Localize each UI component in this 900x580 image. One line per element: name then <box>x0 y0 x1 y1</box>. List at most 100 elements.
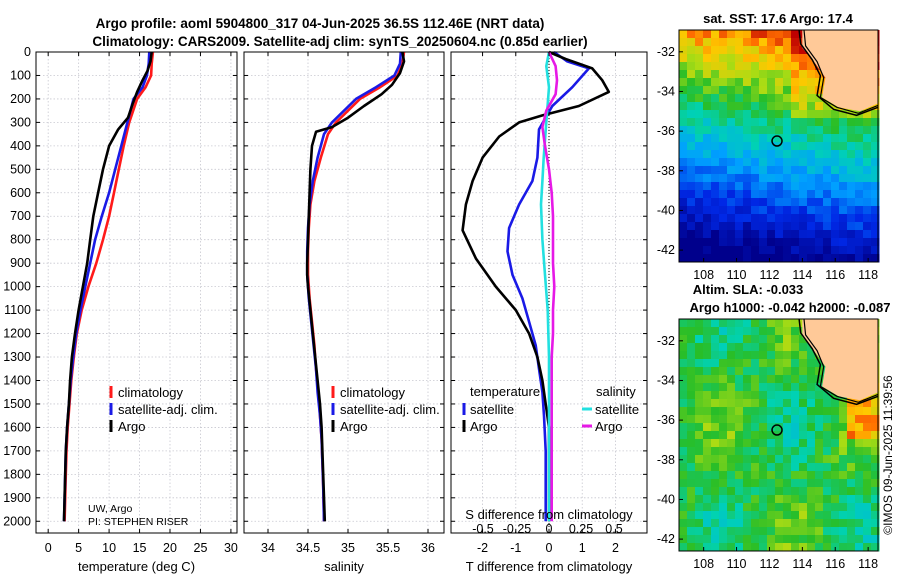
map-cell <box>687 463 696 472</box>
map-cell <box>831 214 840 223</box>
map-cell <box>751 495 760 504</box>
map-cell <box>815 190 824 199</box>
map-cell <box>727 367 736 376</box>
map-cell <box>775 487 784 496</box>
map-cell <box>767 54 776 63</box>
map-cell <box>687 190 696 199</box>
map-cell <box>807 230 816 239</box>
map-cell <box>767 118 776 127</box>
map-cell <box>679 471 688 480</box>
map-cell <box>703 174 712 183</box>
map-cell <box>823 439 832 448</box>
map-cell <box>679 62 688 71</box>
map-cell <box>719 230 728 239</box>
map-cell <box>703 142 712 151</box>
map-cell <box>839 487 848 496</box>
map-cell <box>703 222 712 231</box>
map-cell <box>775 351 784 360</box>
map-cell <box>759 383 768 392</box>
map-cell <box>759 511 768 520</box>
map-cell <box>751 78 760 87</box>
map-cell <box>831 110 840 119</box>
map-cell <box>751 46 760 55</box>
map-cell <box>679 399 688 408</box>
map-cell <box>783 102 792 111</box>
map-cell <box>687 206 696 215</box>
map-cell <box>687 86 696 95</box>
map-cell <box>751 471 760 480</box>
map-cell <box>799 150 808 159</box>
y-tick-label: 600 <box>10 186 31 200</box>
copyright-stamp: ©IMOS 09-Jun-2025 11:39:56 <box>881 375 895 535</box>
map-cell <box>743 198 752 207</box>
map-cell <box>711 230 720 239</box>
map-cell <box>823 190 832 199</box>
map-cell <box>847 150 856 159</box>
map-cell <box>783 86 792 95</box>
map-cell <box>799 535 808 544</box>
map-cell <box>799 222 808 231</box>
map-cell <box>695 511 704 520</box>
map-cell <box>823 158 832 167</box>
map-cell <box>791 527 800 536</box>
map-cell <box>751 222 760 231</box>
map-cell <box>791 495 800 504</box>
y-tick-label: 500 <box>10 162 31 176</box>
map-x-tick-label: 118 <box>858 557 878 571</box>
x-tick-label: 30 <box>224 541 238 555</box>
map-cell <box>783 46 792 55</box>
map-cell <box>871 110 880 119</box>
map-cell <box>759 86 768 95</box>
legend-label: satellite <box>470 402 514 417</box>
map-cell <box>783 238 792 247</box>
map-cell <box>783 94 792 103</box>
map-cell <box>871 479 880 488</box>
map-cell <box>839 214 848 223</box>
map-cell <box>711 407 720 416</box>
map-cell <box>759 359 768 368</box>
map-cell <box>807 142 816 151</box>
map-cell <box>759 319 768 328</box>
map-cell <box>719 327 728 336</box>
map-cell <box>719 399 728 408</box>
map-cell <box>695 447 704 456</box>
map-cell <box>727 222 736 231</box>
legend-label: Argo <box>470 419 497 434</box>
map-cell <box>719 535 728 544</box>
map-cell <box>775 158 784 167</box>
credit-line-2: PI: STEPHEN RISER <box>88 516 189 528</box>
map-cell <box>679 54 688 63</box>
map-cell <box>711 495 720 504</box>
map-cell <box>727 78 736 87</box>
map-cell <box>791 439 800 448</box>
map-cell <box>767 319 776 328</box>
map-cell <box>783 38 792 47</box>
map-cell <box>863 415 872 424</box>
map-cell <box>727 190 736 199</box>
map-cell <box>807 214 816 223</box>
map-cell <box>775 367 784 376</box>
map-cell <box>831 150 840 159</box>
map-cell <box>839 399 848 408</box>
y-tick-label: 1400 <box>3 373 31 387</box>
map-cell <box>679 375 688 384</box>
map-cell <box>839 174 848 183</box>
map-cell <box>871 142 880 151</box>
y-tick-label: 1900 <box>3 491 31 505</box>
map-cell <box>759 535 768 544</box>
map-cell <box>679 246 688 255</box>
map-cell <box>863 230 872 239</box>
map-x-tick-label: 114 <box>792 557 812 571</box>
map-cell <box>679 319 688 328</box>
map-cell <box>839 431 848 440</box>
map-cell <box>863 182 872 191</box>
map-cell <box>727 431 736 440</box>
x-tick-label-top: 0.25 <box>569 522 593 536</box>
map-cell <box>711 487 720 496</box>
map-cell <box>783 439 792 448</box>
map-cell <box>855 158 864 167</box>
map-cell <box>855 254 864 263</box>
map-cell <box>807 94 816 103</box>
x-axis-label-top: S difference from climatology <box>465 507 633 522</box>
map-cell <box>727 126 736 135</box>
